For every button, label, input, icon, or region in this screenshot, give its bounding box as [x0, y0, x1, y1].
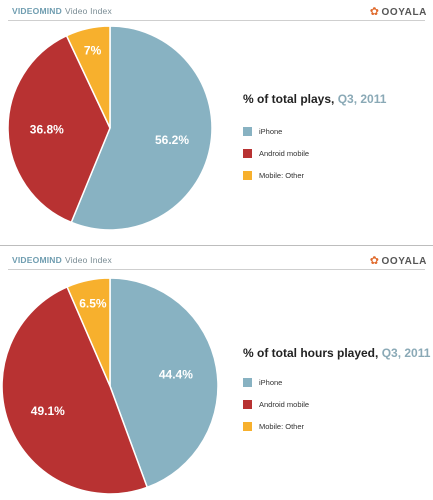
ooyala-flower-icon: ✿ [369, 255, 380, 267]
chart-panel-hours: VIDEOMIND Video Index ✿ OOYALA 44.4% 49.1% 6… [0, 249, 433, 499]
brand-label: VIDEOMIND Video Index [12, 6, 112, 16]
pie-slice-android [7, 34, 111, 224]
legend-swatch-android [243, 149, 252, 158]
legend-swatch-android [243, 400, 252, 409]
legend-label: Android mobile [259, 149, 310, 158]
brand-name: VIDEOMIND [12, 6, 62, 16]
brand-subtitle: Video Index [64, 255, 112, 265]
chart-title-text: % of total hours played, [243, 346, 379, 360]
legend-item-other: Mobile: Other [243, 170, 309, 181]
legend-label: Mobile: Other [259, 171, 305, 180]
data-label-android: 36.8% [30, 123, 64, 137]
chart-title-text: % of total plays, [243, 92, 335, 106]
legend-swatch-iphone [243, 127, 252, 136]
pie-slice-iphone [109, 277, 219, 489]
ooyala-logo: ✿ OOYALA [370, 254, 427, 267]
data-label-iphone: 56.2% [155, 133, 189, 147]
chart-title: % of total plays, Q3, 2011 [243, 92, 386, 106]
chart-legend: iPhone Android mobile Mobile: Other [243, 126, 309, 192]
chart-period: Q3, 2011 [337, 92, 387, 106]
pie-chart-hours: 44.4% 49.1% 6.5% [1, 277, 219, 495]
legend-swatch-iphone [243, 378, 252, 387]
legend-label: iPhone [259, 378, 283, 387]
legend-item-android: Android mobile [243, 148, 309, 159]
brand-name: VIDEOMIND [12, 255, 62, 265]
brand-label: VIDEOMIND Video Index [12, 255, 112, 265]
legend-item-android: Android mobile [243, 399, 309, 410]
logo-text: OOYALA [381, 7, 427, 18]
legend-swatch-other [243, 422, 252, 431]
header-rule [8, 269, 425, 270]
legend-item-iphone: iPhone [243, 126, 309, 137]
legend-item-iphone: iPhone [243, 377, 309, 388]
legend-swatch-other [243, 171, 252, 180]
brand-subtitle: Video Index [64, 6, 112, 16]
chart-legend: iPhone Android mobile Mobile: Other [243, 377, 309, 443]
chart-panel-plays: VIDEOMIND Video Index ✿ OOYALA 56.2% 36.8% 7… [0, 0, 433, 246]
legend-label: iPhone [259, 127, 283, 136]
pie-slice-android [1, 285, 149, 495]
ooyala-flower-icon: ✿ [369, 6, 380, 18]
data-label-iphone: 44.4% [159, 367, 193, 381]
panel-divider [0, 245, 433, 246]
legend-label: Mobile: Other [259, 422, 305, 431]
legend-item-other: Mobile: Other [243, 421, 309, 432]
chart-period: Q3, 2011 [381, 346, 431, 360]
pie-slice-iphone [70, 25, 213, 231]
ooyala-logo: ✿ OOYALA [370, 5, 427, 18]
chart-title: % of total hours played, Q3, 2011 [243, 346, 430, 360]
panel-header: VIDEOMIND Video Index ✿ OOYALA [0, 0, 433, 21]
pie-chart-plays: 56.2% 36.8% 7% [7, 25, 213, 231]
legend-label: Android mobile [259, 400, 310, 409]
data-label-android: 49.1% [31, 404, 65, 418]
pie-slice-other [65, 25, 111, 129]
panel-header: VIDEOMIND Video Index ✿ OOYALA [0, 249, 433, 270]
header-rule [8, 20, 425, 21]
data-label-other: 6.5% [79, 297, 107, 311]
logo-text: OOYALA [381, 256, 427, 267]
pie-slice-other [66, 277, 111, 387]
data-label-other: 7% [84, 43, 102, 57]
